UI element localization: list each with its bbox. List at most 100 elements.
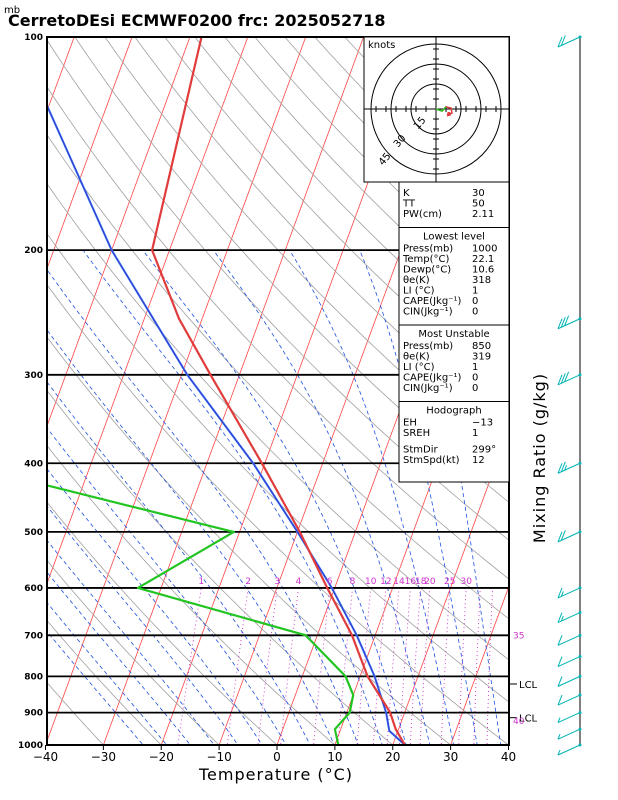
temperature-tick-label: 40: [501, 750, 516, 764]
mixing-ratio-label: 6: [327, 577, 333, 587]
dry-adiabat: [47, 134, 509, 620]
temperature-tick-label: −40: [33, 750, 58, 764]
hodograph-unit: knots: [368, 40, 395, 51]
wind-barb-feather: [557, 694, 563, 706]
wind-barb-feather: [557, 463, 563, 474]
most-unstable-label: CIN(Jkg⁻¹): [403, 383, 453, 394]
temperature-tick-label: −30: [91, 750, 116, 764]
pressure-tick-label: 100: [24, 33, 43, 43]
wind-barb-feather: [560, 317, 566, 328]
mixing-ratio-label: 1: [198, 577, 204, 587]
wind-barb-feather: [557, 749, 561, 756]
mixing-ratio-line: [356, 587, 372, 745]
mixing-ratio-label: 16: [405, 577, 417, 587]
isotherm: [47, 37, 75, 113]
index-label: TT: [402, 199, 416, 210]
dry-adiabat: [47, 501, 278, 745]
mixing-ratio-label: 2: [245, 577, 251, 587]
wind-barb-feather: [560, 461, 566, 472]
wind-barb-feather: [557, 635, 563, 646]
moist-adiabat: [416, 250, 502, 745]
hodograph-stat-value: 12: [472, 455, 485, 466]
most-unstable-value: 0: [472, 383, 478, 394]
wind-barb-staff: [557, 712, 581, 724]
dry-adiabat: [74, 37, 509, 503]
wind-barb-staff: [557, 675, 581, 687]
mixing-ratio-label: 18: [415, 577, 427, 587]
index-label: PW(cm): [403, 209, 442, 220]
moist-adiabat: [212, 249, 431, 745]
parcel-shadow-line: [47, 102, 406, 745]
lowest-level-label: CIN(Jkg⁻¹): [403, 307, 453, 318]
wind-barb-staff: [557, 694, 581, 706]
mixing-ratio-label: 12: [380, 577, 391, 587]
hodograph-stat-label: StmSpd(kt): [403, 455, 460, 466]
mixing-ratio-axis-title: Mixing Ratio (g/kg): [530, 373, 549, 543]
storm-motion-marker: [447, 112, 451, 116]
mixing-ratio-label: 40: [513, 717, 525, 727]
mixing-ratio-line: [398, 587, 411, 745]
lowest-level-value: 0: [472, 307, 478, 318]
moist-adiabat: [289, 249, 455, 745]
dry-adiabat: [47, 86, 509, 580]
hodograph-stat-label: EH: [403, 418, 417, 429]
hodograph-stat-label: StmDir: [403, 445, 438, 456]
background-grid: [47, 37, 509, 745]
mixing-ratio-label: 10: [365, 577, 377, 587]
sounding-profiles: [47, 37, 406, 745]
lowest-level-label: Temp(°C): [402, 254, 450, 265]
most-unstable-value: 850: [472, 341, 491, 352]
mixing-ratio-label: 3: [274, 577, 280, 587]
temperature-tick-label: −10: [206, 750, 231, 764]
mixing-ratio-label: 14: [393, 577, 405, 587]
lowest-level-label: Press(mb): [403, 244, 453, 255]
wind-barb-feather: [564, 315, 570, 326]
temperature-tick-label: 30: [443, 750, 458, 764]
mixing-ratio-line: [313, 587, 331, 745]
moist-adiabat: [47, 381, 311, 745]
mixing-ratio-line: [372, 587, 387, 745]
mixing-ratio-line: [419, 587, 431, 745]
wind-barb-feather: [564, 465, 568, 471]
wind-barb-feather: [557, 656, 563, 667]
lcl-label: LCL: [519, 680, 538, 691]
dry-adiabat: [47, 681, 104, 745]
wind-barb-feather: [564, 371, 570, 382]
moist-adiabat: [47, 571, 191, 745]
hodograph-stat-value: −13: [472, 418, 493, 429]
mixing-ratio-line: [337, 587, 353, 745]
pressure-tick-label: 1000: [18, 741, 43, 751]
isotherm: [392, 427, 509, 745]
mixing-ratio-line: [280, 587, 299, 745]
wind-barb-staff: [557, 728, 581, 740]
hodograph-stat-value: 299°: [472, 445, 496, 456]
moist-adiabat: [47, 268, 359, 745]
mixing-ratio-label: 20: [424, 577, 436, 587]
mixing-ratio-label: 30: [460, 577, 472, 587]
pressure-tick-label: 900: [24, 709, 43, 719]
hodograph-trace-low: [435, 106, 447, 112]
wind-barb-feather: [557, 318, 563, 329]
lowest-level-label: Dewp(°C): [403, 265, 451, 276]
mixing-ratio-label: 25: [444, 577, 455, 587]
x-axis-title: Temperature (°C): [198, 765, 353, 784]
moist-adiabat: [47, 427, 287, 745]
dry-adiabat: [104, 37, 509, 466]
mixing-ratio-line: [440, 587, 451, 745]
dry-adiabat: [134, 37, 509, 430]
pressure-tick-label: 600: [24, 584, 43, 594]
dry-adiabat: [47, 183, 509, 661]
hodograph-stat-label: SREH: [403, 428, 430, 439]
lowest-level-label: LI (°C): [403, 286, 435, 297]
isotherm: [47, 37, 307, 743]
index-label: K: [403, 188, 410, 199]
pressure-tick-label: 200: [24, 246, 43, 256]
dry-adiabat: [47, 233, 509, 703]
dry-adiabat: [47, 336, 452, 745]
wind-barb-feather: [557, 587, 563, 599]
isotherm: [47, 37, 249, 585]
most-unstable-value: 319: [472, 352, 491, 363]
moist-adiabat: [47, 329, 335, 745]
